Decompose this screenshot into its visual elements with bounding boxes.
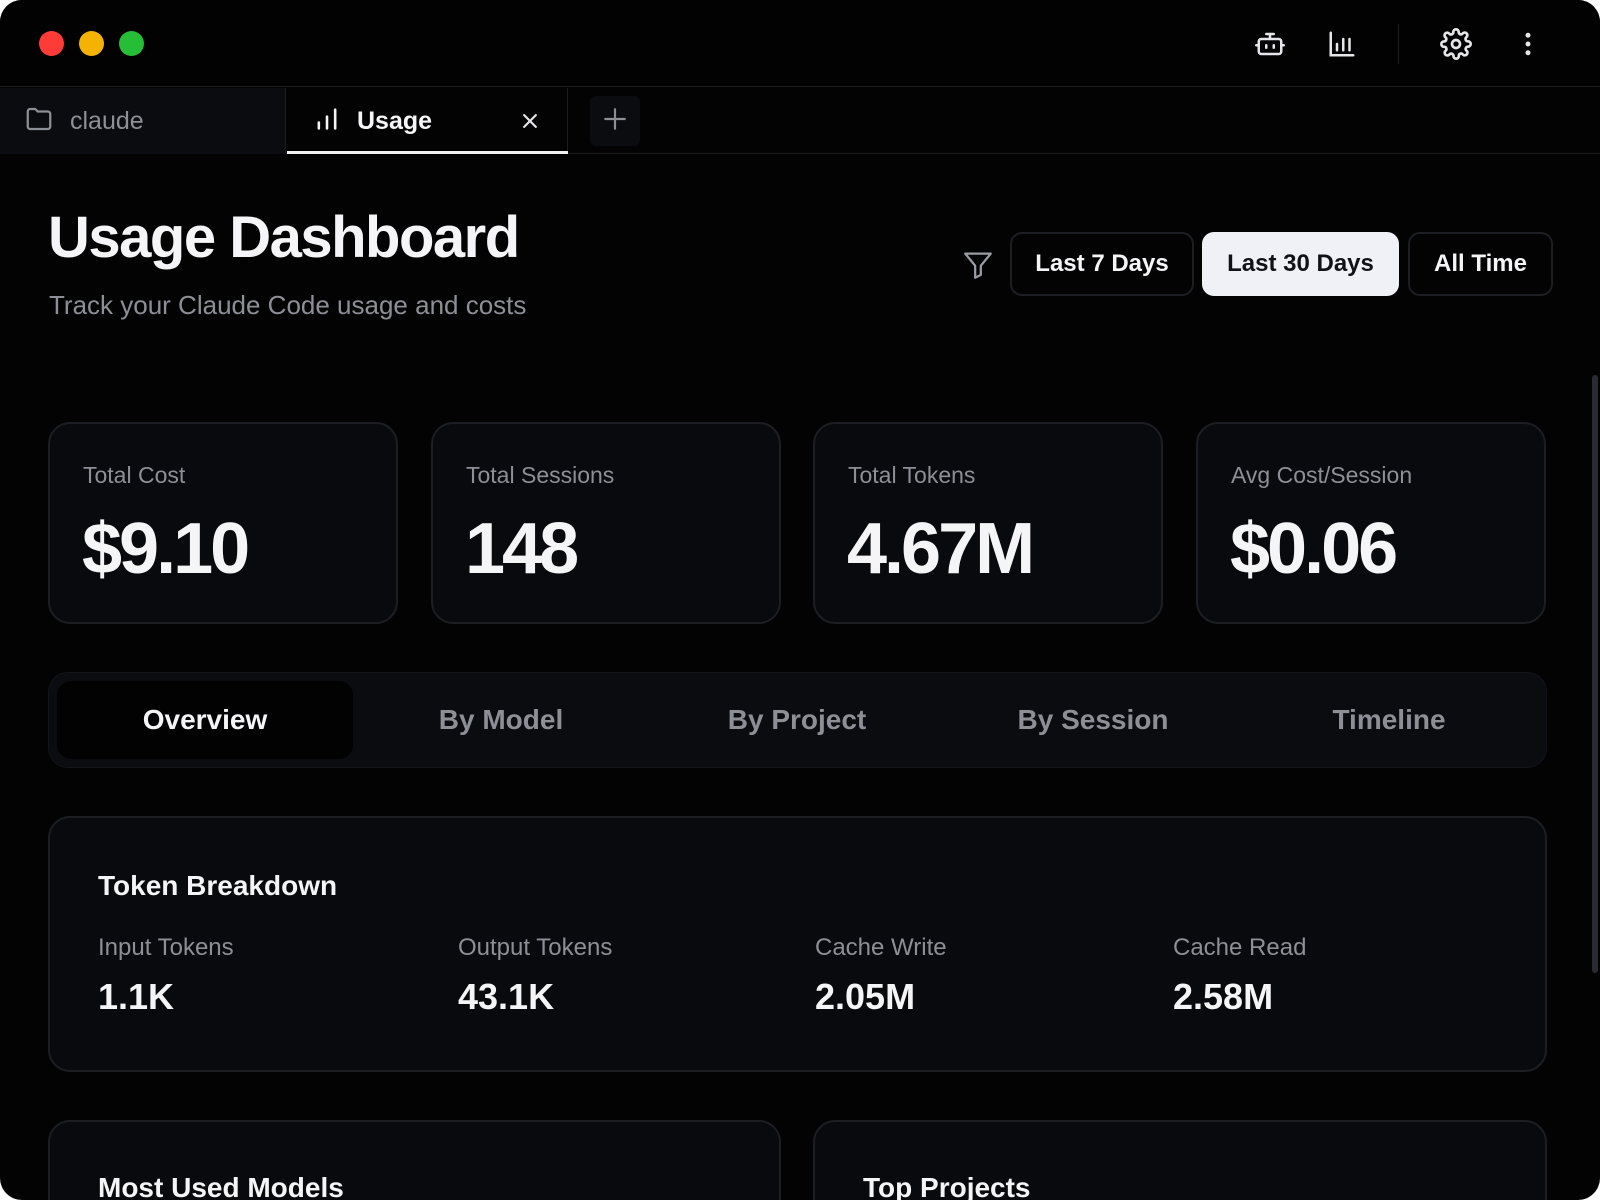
window-close-button[interactable] bbox=[39, 31, 64, 56]
token-breakdown-card: Token Breakdown Input Tokens 1.1K Output… bbox=[48, 816, 1547, 1072]
stat-card-total-sessions: Total Sessions 148 bbox=[431, 422, 781, 624]
new-tab-button[interactable] bbox=[590, 96, 640, 146]
tab-label: claude bbox=[70, 106, 144, 135]
breakdown-input-tokens: Input Tokens 1.1K bbox=[98, 934, 234, 1018]
top-projects-card: Top Projects bbox=[813, 1120, 1547, 1200]
tab-label: Usage bbox=[357, 106, 433, 135]
folder-icon bbox=[24, 104, 54, 139]
most-used-models-card: Most Used Models bbox=[48, 1120, 781, 1200]
gear-icon[interactable] bbox=[1436, 24, 1476, 64]
breakdown-cache-read: Cache Read 2.58M bbox=[1173, 934, 1306, 1018]
stat-label: Total Sessions bbox=[466, 462, 615, 488]
top-projects-title: Top Projects bbox=[863, 1172, 1031, 1200]
breakdown-value: 2.05M bbox=[815, 976, 916, 1017]
stat-label: Avg Cost/Session bbox=[1231, 462, 1413, 488]
tab-by-project[interactable]: By Project bbox=[727, 704, 867, 735]
stat-card-avg-cost-session: Avg Cost/Session $0.06 bbox=[1196, 422, 1546, 624]
stat-card-total-tokens: Total Tokens 4.67M bbox=[813, 422, 1163, 624]
breakdown-value: 1.1K bbox=[98, 976, 175, 1017]
tab-usage[interactable]: Usage bbox=[287, 88, 568, 154]
range-last-30-days-button[interactable]: Last 30 Days bbox=[1202, 232, 1399, 296]
bar-chart-icon bbox=[313, 105, 341, 138]
tab-claude[interactable]: claude bbox=[0, 88, 286, 154]
scrollbar[interactable] bbox=[1592, 375, 1598, 973]
active-tab-indicator bbox=[287, 151, 568, 154]
stat-value: $9.10 bbox=[82, 509, 250, 589]
filter-icon bbox=[958, 245, 998, 285]
breakdown-value: 43.1K bbox=[458, 976, 555, 1017]
range-last-7-days-button[interactable]: Last 7 Days bbox=[1010, 232, 1194, 296]
stat-value: $0.06 bbox=[1230, 509, 1398, 589]
stat-label: Total Cost bbox=[83, 462, 186, 488]
plus-icon bbox=[602, 106, 628, 137]
tab-timeline[interactable]: Timeline bbox=[1332, 704, 1446, 735]
page-title: Usage Dashboard bbox=[48, 205, 520, 270]
breakdown-cache-write: Cache Write 2.05M bbox=[815, 934, 947, 1018]
stat-value: 4.67M bbox=[847, 509, 1035, 589]
tab-overview[interactable]: Overview bbox=[57, 681, 353, 759]
stat-label: Total Tokens bbox=[848, 462, 976, 488]
window-maximize-button[interactable] bbox=[119, 31, 144, 56]
stat-card-total-cost: Total Cost $9.10 bbox=[48, 422, 398, 624]
bar-chart-icon[interactable] bbox=[1322, 24, 1362, 64]
window-minimize-button[interactable] bbox=[79, 31, 104, 56]
breakdown-label: Output Tokens bbox=[458, 934, 613, 961]
breakdown-label: Cache Write bbox=[815, 934, 947, 961]
close-tab-icon[interactable] bbox=[515, 106, 545, 136]
stat-value: 148 bbox=[465, 509, 579, 589]
breakdown-label: Cache Read bbox=[1173, 934, 1307, 961]
view-tabs: Overview By Model By Project By Session … bbox=[48, 672, 1547, 768]
token-breakdown-title: Token Breakdown bbox=[98, 870, 338, 901]
breakdown-value: 2.58M bbox=[1173, 976, 1274, 1017]
page-subtitle: Track your Claude Code usage and costs bbox=[49, 290, 527, 320]
tab-by-model[interactable]: By Model bbox=[438, 704, 564, 735]
robot-icon[interactable] bbox=[1250, 24, 1290, 64]
titlebar-divider bbox=[1398, 24, 1399, 64]
tab-by-session[interactable]: By Session bbox=[1017, 704, 1169, 735]
breakdown-label: Input Tokens bbox=[98, 934, 234, 961]
more-vertical-icon[interactable] bbox=[1508, 24, 1548, 64]
most-used-models-title: Most Used Models bbox=[98, 1172, 344, 1200]
tab-bar: claude Usage bbox=[0, 88, 1600, 154]
breakdown-output-tokens: Output Tokens 43.1K bbox=[458, 934, 612, 1018]
range-all-time-button[interactable]: All Time bbox=[1408, 232, 1553, 296]
title-bar bbox=[0, 0, 1600, 87]
